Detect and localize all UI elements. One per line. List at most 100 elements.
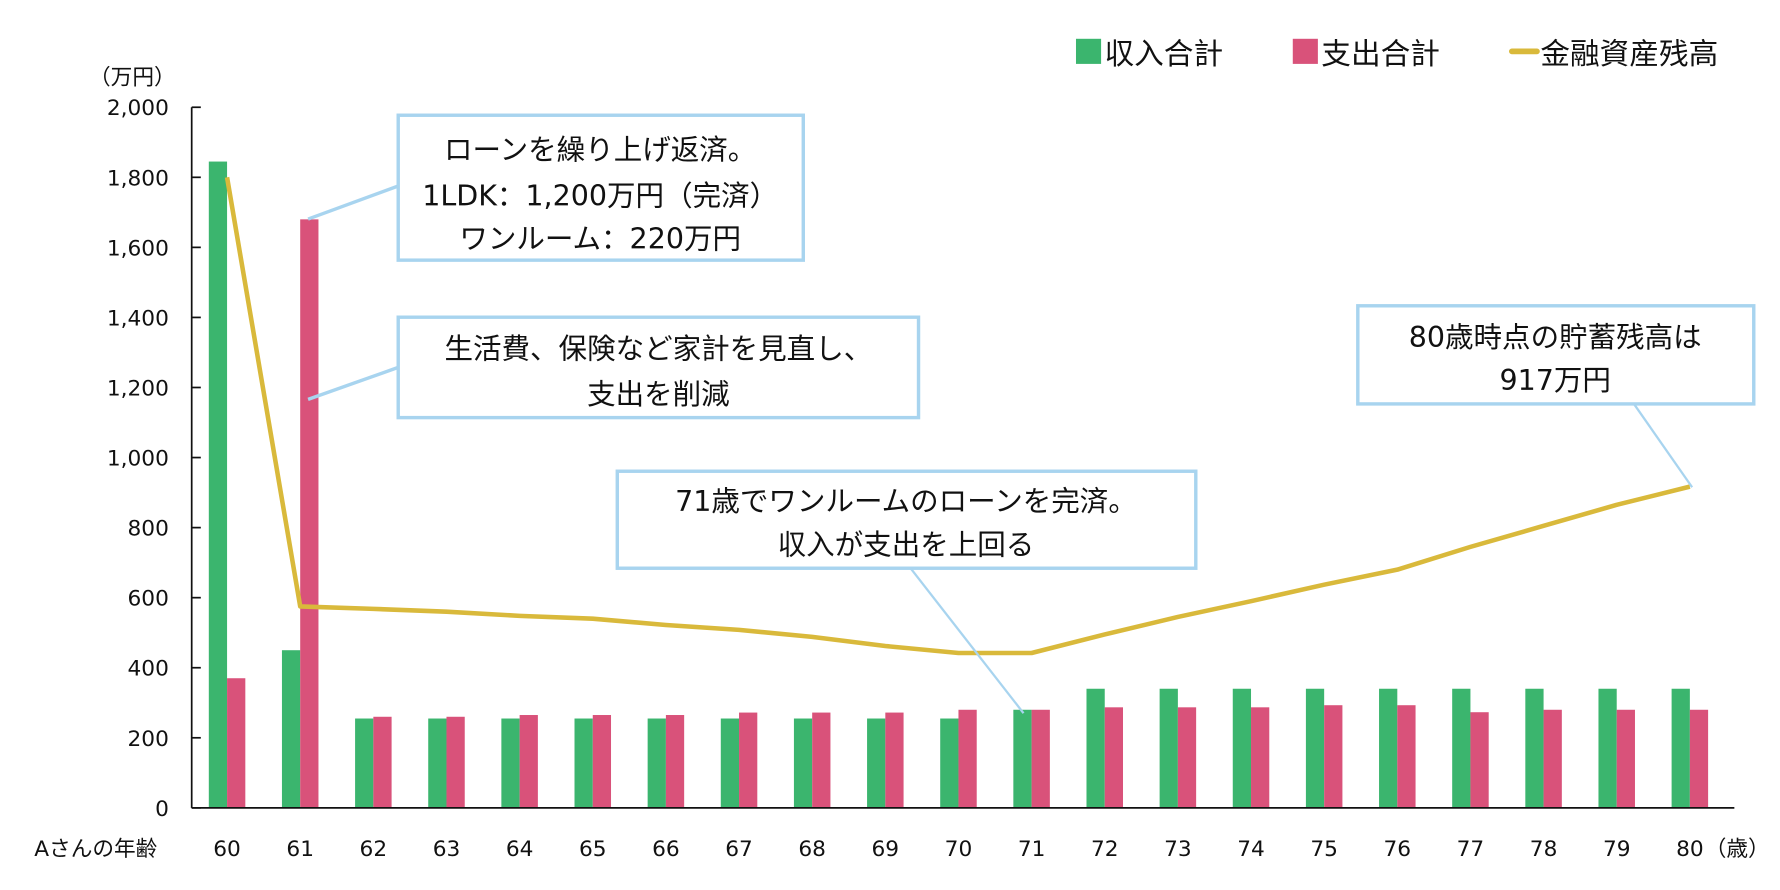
legend-swatch-income (1075, 38, 1102, 64)
expense-bar (1251, 707, 1270, 808)
x-tick-label: 72 (1091, 837, 1119, 862)
callout-leader-1 (307, 184, 399, 221)
legend-label-expense: 支出合計 (1321, 36, 1440, 71)
expense-bar (1616, 709, 1635, 808)
income-bar (1671, 688, 1690, 808)
y-tick-label: 1,000 (107, 447, 169, 472)
income-bar (501, 718, 520, 808)
x-tick-label: 76 (1384, 837, 1412, 862)
callout-1-line-1: ローンを繰り上げ返済。 (444, 134, 756, 167)
legend-swatch-expense (1292, 38, 1318, 64)
expense-bar (227, 678, 246, 808)
y-tick-label: 1,800 (107, 166, 169, 191)
callout-4-line-1: 80歳時点の貯蓄残高は (1409, 321, 1702, 354)
x-tick-label: 67 (725, 837, 753, 862)
income-bar (1159, 688, 1178, 808)
expense-bar (592, 715, 612, 808)
income-bar (647, 718, 666, 808)
callout-2-line-2: 支出を削減 (587, 378, 730, 411)
income-bar (1525, 688, 1544, 808)
bars-layer (208, 161, 1709, 808)
expense-bar (300, 219, 319, 808)
callout-3-line-2: 収入が支出を上回る (778, 529, 1035, 562)
x-tick-label: 65 (579, 837, 607, 862)
callout-texts: ローンを繰り上げ返済。 1LDK：1,200万円（完済） ワンルーム：220万円… (422, 134, 1701, 562)
income-bar (940, 718, 959, 808)
income-bar (281, 650, 301, 808)
x-tick-label: 70 (945, 837, 973, 862)
y-unit-label: （万円） (89, 65, 176, 90)
y-tick-label: 600 (128, 587, 169, 612)
expense-bar (1470, 712, 1489, 808)
callout-leader-4 (1633, 403, 1694, 488)
income-bar (793, 718, 813, 808)
x-tick-label: 74 (1237, 837, 1265, 862)
legend-label-income: 収入合計 (1105, 36, 1224, 71)
income-bar (355, 718, 374, 808)
income-bar (574, 718, 593, 808)
x-tick-label: 73 (1164, 837, 1192, 862)
callout-leader-2 (307, 365, 399, 401)
y-ticks: 0 200 400 600 800 1,000 1,200 1,400 1,600 1,800 2,… (107, 96, 201, 822)
y-tick-label: 800 (128, 517, 169, 542)
y-tick-label: 1,600 (107, 236, 169, 261)
callouts (307, 113, 1756, 714)
y-tick-label: 1,200 (107, 376, 169, 401)
callout-box-3 (615, 469, 1198, 570)
x-tick-label: 71 (1018, 837, 1046, 862)
expense-bar (958, 709, 977, 808)
income-bar (1598, 688, 1617, 808)
y-tick-label: 200 (128, 727, 169, 752)
expense-bar (1177, 707, 1197, 808)
x-tick-label: 69 (872, 837, 900, 862)
expense-bar (1397, 705, 1416, 808)
callout-1-line-2: 1LDK：1,200万円（完済） (422, 179, 778, 212)
x-tick-label: 80 (1676, 837, 1704, 862)
expense-bar (1031, 709, 1050, 808)
callout-4-line-2: 917万円 (1499, 364, 1610, 397)
y-tick-label: 2,000 (107, 96, 169, 121)
income-bar (1232, 688, 1252, 808)
callout-leader-3 (909, 567, 1025, 714)
x-tick-label: 75 (1310, 837, 1338, 862)
callout-box-2 (396, 315, 921, 420)
expense-bar (1104, 707, 1123, 808)
expense-bar (739, 712, 758, 808)
income-bar (1379, 688, 1398, 808)
y-tick-label: 400 (128, 657, 169, 682)
axes: （万円） Aさんの年齢 （歳） (34, 65, 1769, 861)
expense-bar (812, 712, 831, 808)
callout-2-line-1: 生活費、保険など家計を見直し、 (445, 332, 873, 365)
income-bar (867, 718, 886, 808)
income-bar (1013, 709, 1032, 808)
x-tick-label: 60 (213, 837, 241, 862)
x-tick-label: 63 (433, 837, 461, 862)
income-bar (1305, 688, 1325, 808)
x-tick-label: 62 (360, 837, 388, 862)
x-unit-label: （歳） (1705, 837, 1770, 862)
income-bar (428, 718, 447, 808)
income-bar (208, 161, 228, 808)
y-tick-label: 1,400 (107, 306, 169, 331)
x-ticks: 60 61 62 63 64 65 66 67 68 69 70 71 72 73 74 75 76 77 78 79… (213, 837, 1703, 862)
callout-box-1 (396, 113, 805, 262)
expense-bar (1324, 705, 1343, 808)
callout-1-line-3: ワンルーム：220万円 (459, 223, 741, 256)
expense-bar (373, 716, 392, 808)
expense-bar (885, 712, 904, 808)
legend-label-balance: 金融資産残高 (1540, 36, 1718, 71)
y-tick-label: 0 (155, 797, 169, 822)
income-bar (1086, 688, 1105, 808)
expense-bar (665, 715, 685, 808)
income-bar (1452, 688, 1471, 808)
x-tick-label: 77 (1457, 837, 1485, 862)
expense-bar (1689, 709, 1709, 808)
x-tick-label: 64 (506, 837, 534, 862)
expense-bar (446, 716, 465, 808)
x-tick-label: 79 (1603, 837, 1631, 862)
income-bar (720, 718, 740, 808)
x-tick-label: 66 (652, 837, 680, 862)
legend: 収入合計 支出合計 金融資産残高 (1075, 36, 1718, 71)
callout-box-4 (1356, 304, 1756, 406)
